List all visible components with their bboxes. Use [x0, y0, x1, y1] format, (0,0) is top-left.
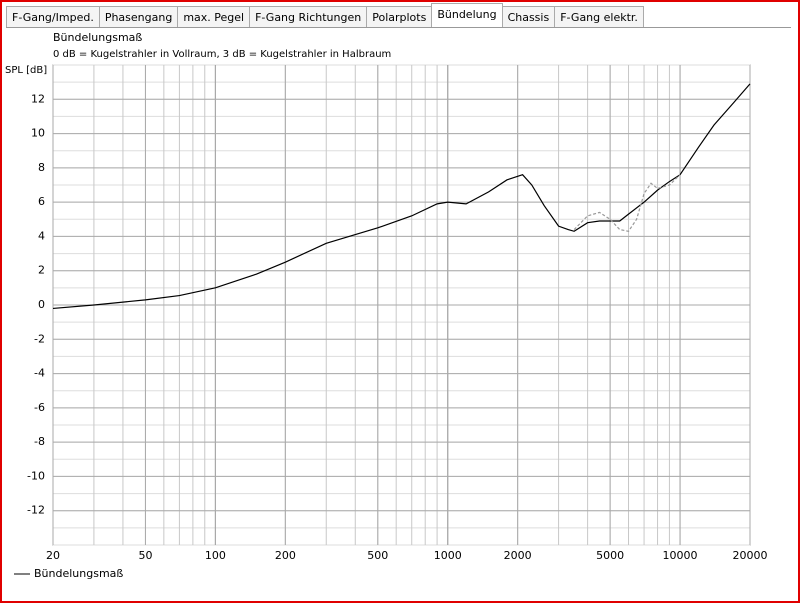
- tab[interactable]: Bündelung: [431, 3, 503, 27]
- tab[interactable]: F-Gang Richtungen: [249, 6, 368, 27]
- y-tick-label: 10: [31, 127, 45, 140]
- x-tick-label: 20: [46, 549, 60, 562]
- x-tick-label: 20000: [733, 549, 768, 562]
- data-line: [52, 83, 751, 310]
- y-tick-label: 6: [38, 195, 45, 208]
- tab[interactable]: Chassis: [501, 6, 556, 27]
- x-tick-label: 2000: [504, 549, 532, 562]
- x-tick-label: 50: [138, 549, 152, 562]
- chart-title: Bündelungsmaß: [53, 31, 142, 44]
- y-tick-label: 8: [38, 161, 45, 174]
- y-tick-label: -12: [27, 504, 45, 517]
- y-tick-label: -10: [27, 469, 45, 482]
- tab[interactable]: max. Pegel: [177, 6, 251, 27]
- tab-bar: F-Gang/Imped. Phasengang max. Pegel F-Gang …: [6, 3, 791, 28]
- y-tick-label: -4: [34, 367, 45, 380]
- x-tick-label: 10000: [663, 549, 698, 562]
- x-tick-label: 200: [275, 549, 296, 562]
- y-tick-label: -6: [34, 401, 45, 414]
- x-tick-label: 5000: [596, 549, 624, 562]
- x-tick-label: 500: [367, 549, 388, 562]
- tab[interactable]: Polarplots: [366, 6, 433, 27]
- x-tick-label: 1000: [434, 549, 462, 562]
- y-tick-label: -8: [34, 435, 45, 448]
- y-tick-label: 0: [38, 298, 45, 311]
- y-axis-label: SPL [dB]: [5, 65, 47, 76]
- y-tick-label: 2: [38, 264, 45, 277]
- data-line: [573, 174, 681, 232]
- tab[interactable]: F-Gang/Imped.: [6, 6, 100, 27]
- y-tick-label: 12: [31, 92, 45, 105]
- y-tick-label: -2: [34, 332, 45, 345]
- legend-label: Bündelungsmaß: [34, 567, 123, 580]
- x-tick-label: 100: [205, 549, 226, 562]
- y-tick-label: 4: [38, 229, 45, 242]
- chart-subtitle: 0 dB = Kugelstrahler in Vollraum, 3 dB =…: [53, 49, 391, 60]
- tab[interactable]: F-Gang elektr.: [554, 6, 644, 27]
